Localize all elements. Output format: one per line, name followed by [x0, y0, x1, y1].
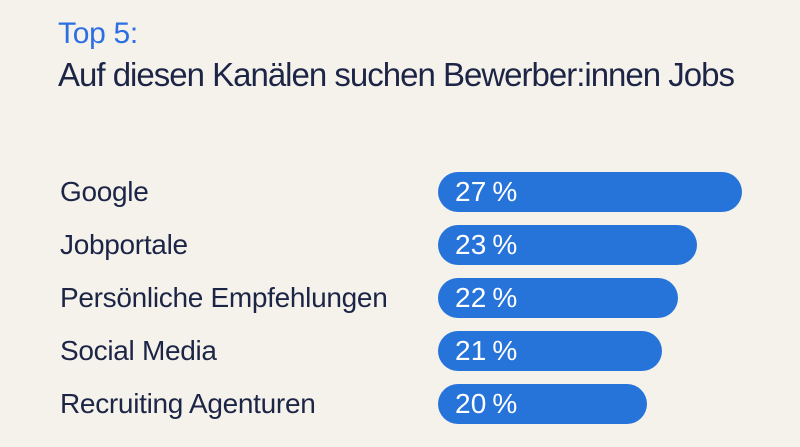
chart-title: Auf diesen Kanälen suchen Bewerber:innen… [58, 55, 735, 93]
bar: 21 % [438, 331, 662, 371]
bar: 23 % [438, 225, 697, 265]
bar: 27 % [438, 172, 742, 212]
category-label: Jobportale [60, 229, 188, 260]
chart-eyebrow: Top 5: [58, 17, 138, 50]
bar-value-label: 20 % [455, 388, 518, 419]
chart-row: Google 27 % [60, 172, 742, 212]
chart-row: Persönliche Empfehlungen 22 % [60, 278, 742, 318]
category-label: Recruiting Agenturen [60, 388, 316, 419]
chart-row: Recruiting Agenturen 20 % [60, 384, 742, 424]
chart-row: Jobportale 23 % [60, 225, 742, 265]
category-label: Google [60, 176, 149, 207]
bar-chart: Google 27 % Jobportale 23 % Persönliche Empf… [60, 172, 742, 424]
bar-value-label: 23 % [455, 229, 518, 260]
bar-value-label: 21 % [455, 335, 518, 366]
bar: 20 % [438, 384, 647, 424]
header: Top 5: Auf diesen Kanälen suchen Bewerbe… [58, 18, 758, 93]
bar-value-label: 27 % [455, 176, 518, 207]
category-label: Social Media [60, 335, 217, 366]
bar-value-label: 22 % [455, 282, 518, 313]
category-label: Persönliche Empfehlungen [60, 282, 388, 313]
chart-row: Social Media 21 % [60, 331, 742, 371]
bar: 22 % [438, 278, 678, 318]
